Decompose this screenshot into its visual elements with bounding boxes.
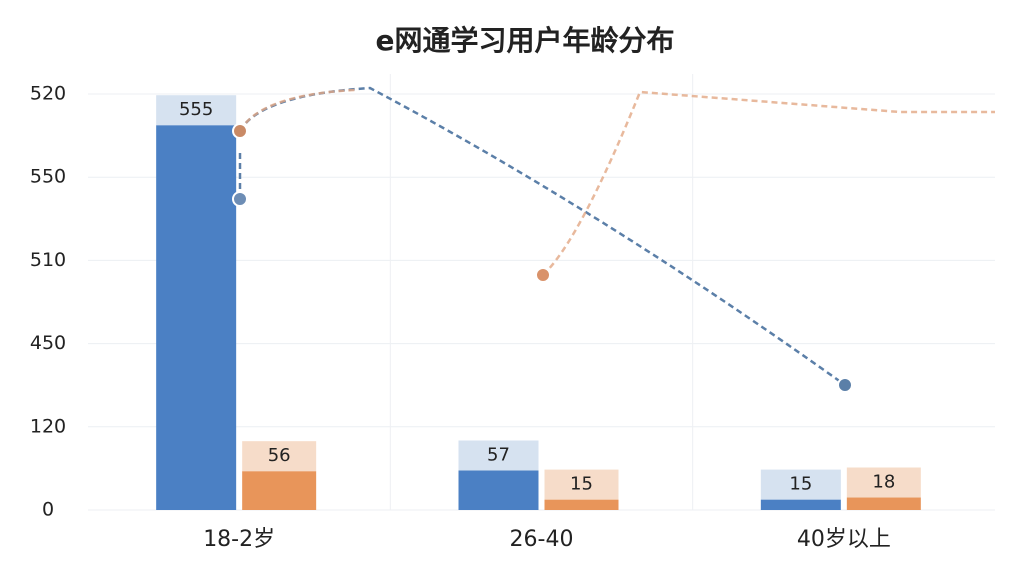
- trend-line-blue: [238, 86, 846, 387]
- value-label-box: [544, 469, 619, 500]
- plot-area: 0 120 450 510 550 520 18-2岁 555 56 26-40 57 15 40岁以上…: [30, 74, 995, 552]
- trend-lines: [232, 86, 995, 393]
- value-label: 57: [487, 444, 510, 465]
- y-tick-label: 120: [30, 415, 66, 437]
- bar: [156, 125, 237, 510]
- value-label-box: [760, 469, 841, 500]
- chart-title: e网通学习用户年龄分布: [376, 24, 675, 57]
- bar: [846, 497, 921, 510]
- value-label-box: [156, 95, 237, 126]
- y-tick-label: 0: [42, 499, 54, 521]
- value-label: 555: [179, 99, 213, 120]
- bar: [242, 471, 317, 510]
- trend-point: [837, 377, 853, 393]
- value-label: 56: [268, 445, 291, 466]
- y-tick-label: 520: [30, 83, 66, 105]
- value-label: 15: [789, 474, 812, 495]
- y-tick-label: 510: [30, 249, 66, 271]
- trend-point: [232, 191, 248, 207]
- value-label-box: [242, 441, 317, 472]
- y-tick-label: 550: [30, 166, 66, 188]
- value-label: 15: [570, 474, 593, 495]
- x-tick-label: 26-40: [510, 527, 574, 552]
- value-label: 18: [872, 472, 895, 493]
- value-label-box: [458, 440, 539, 471]
- bar: [760, 499, 841, 510]
- trend-point: [232, 123, 248, 139]
- bar: [544, 499, 619, 510]
- bar: [458, 470, 539, 510]
- x-tick-label: 18-2岁: [203, 527, 275, 552]
- y-tick-label: 450: [30, 332, 66, 354]
- trend-point: [535, 267, 551, 283]
- x-tick-label: 40岁以上: [797, 527, 891, 552]
- trend-line-orange: [238, 88, 995, 276]
- value-label-box: [846, 467, 921, 498]
